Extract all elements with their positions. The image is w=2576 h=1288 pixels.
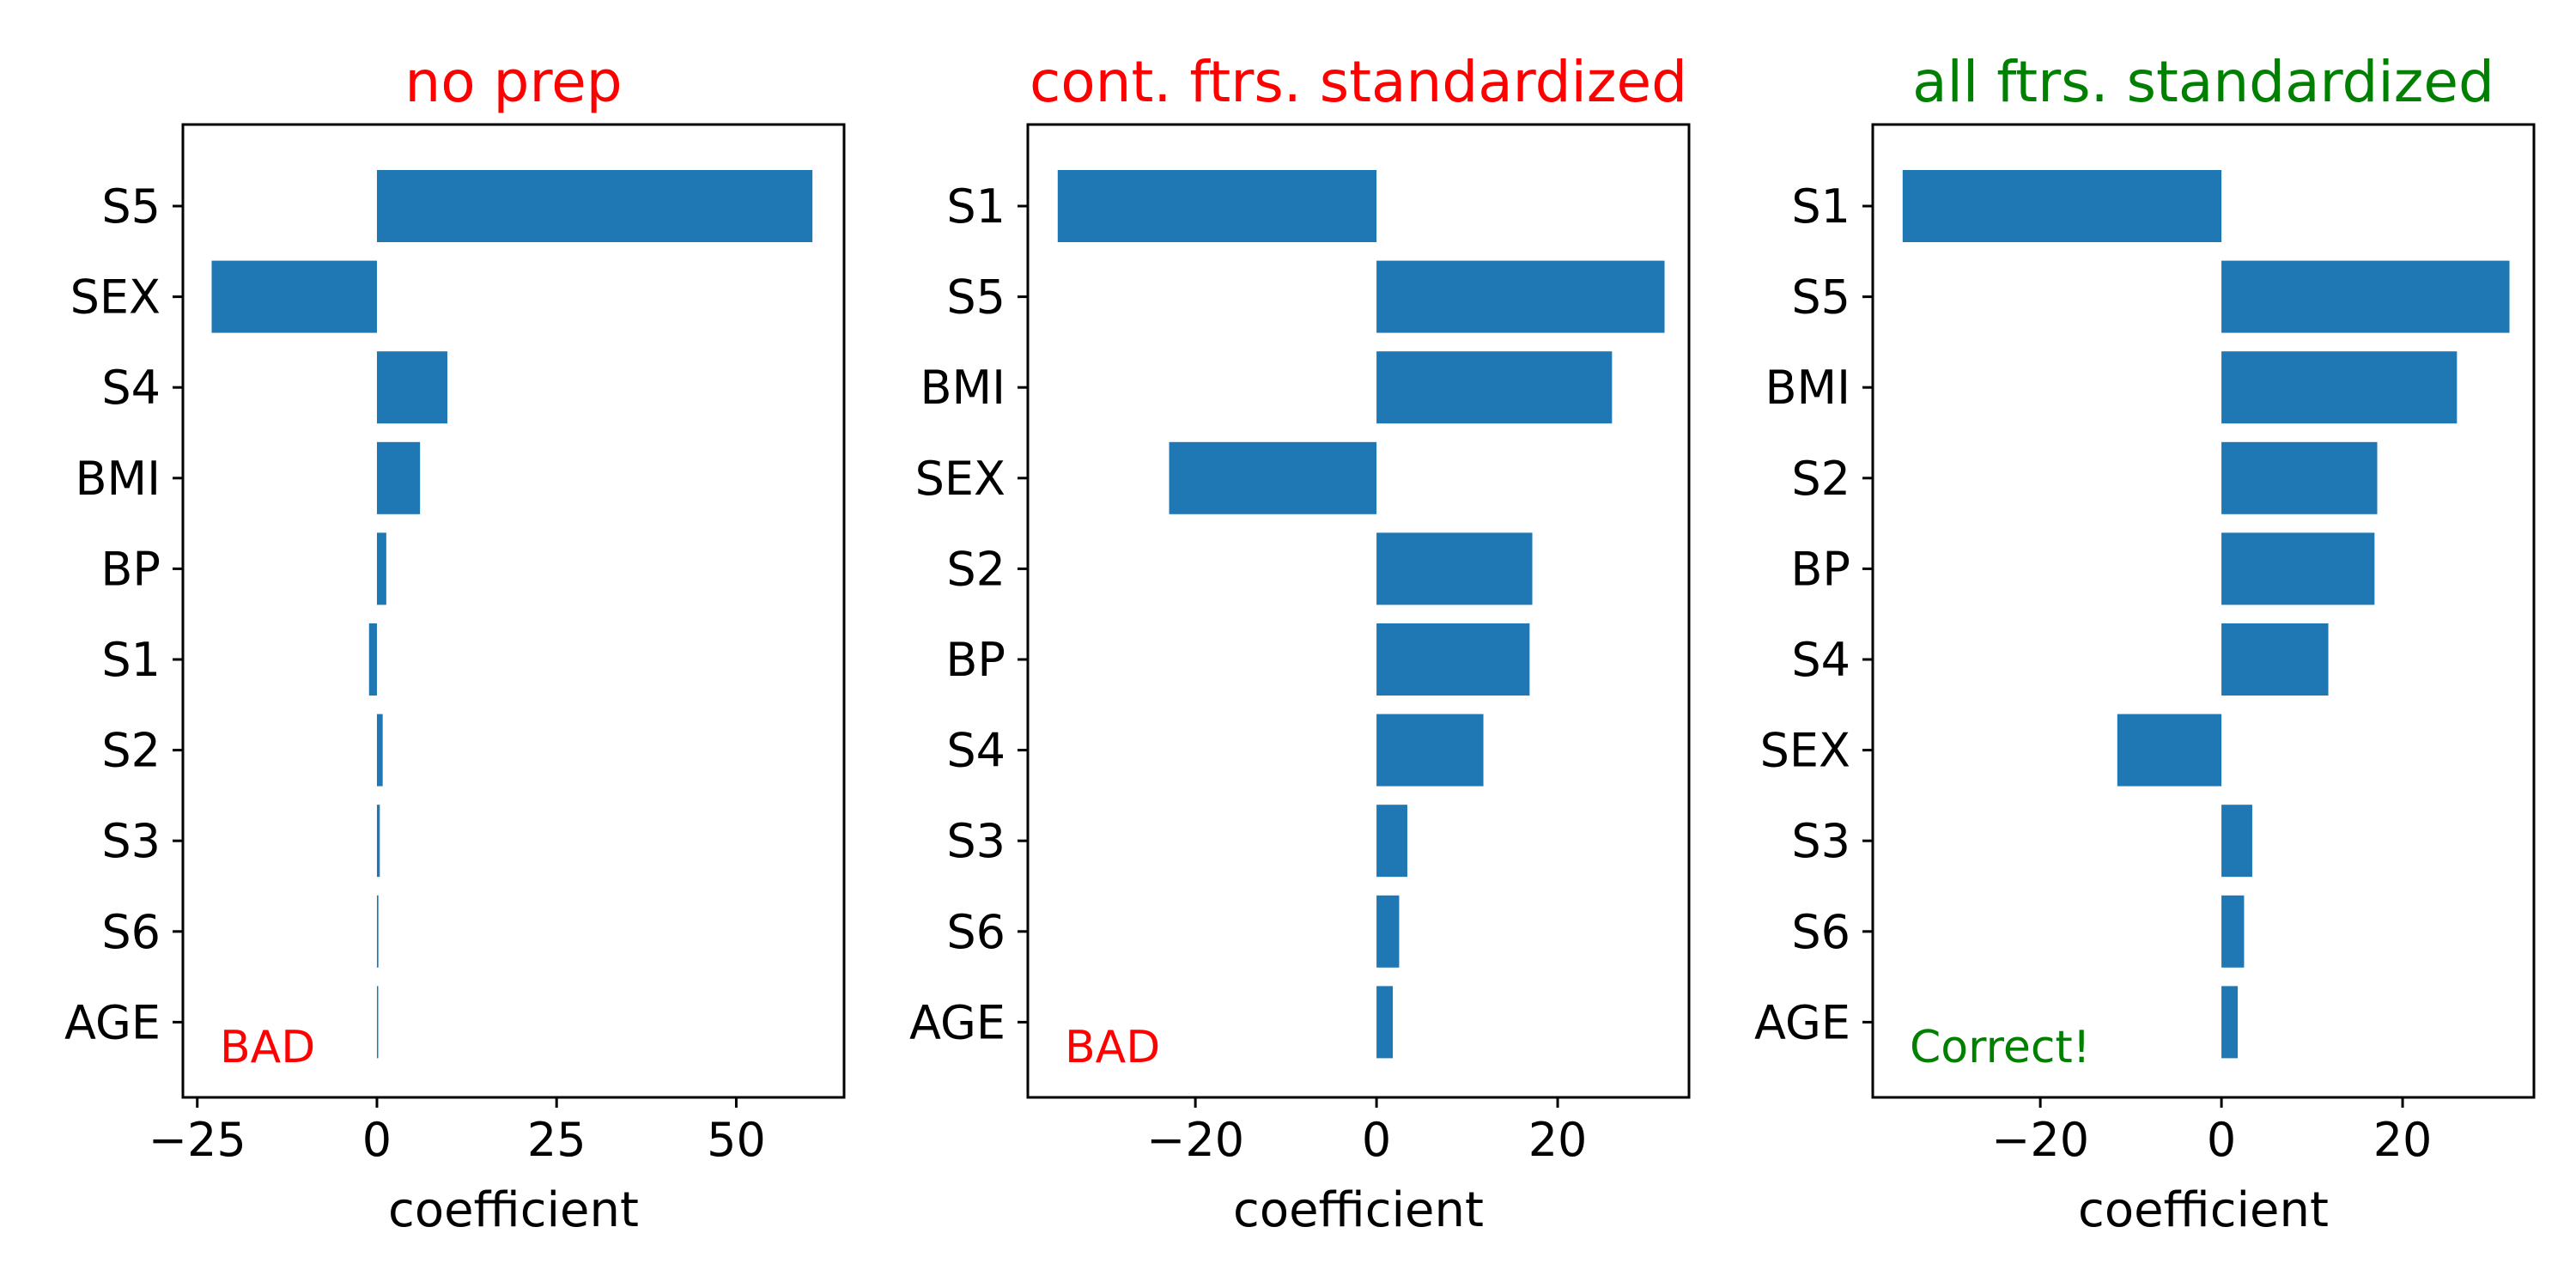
plot-frame bbox=[1871, 123, 2536, 1099]
bar-s5 bbox=[1376, 260, 1665, 333]
bar-bp bbox=[2221, 532, 2375, 605]
y-tick-label: S4 bbox=[946, 724, 1005, 778]
bar-s4 bbox=[1376, 714, 1484, 787]
bar-s2 bbox=[2221, 441, 2378, 514]
bar-bmi bbox=[376, 441, 421, 514]
y-tick-label: BP bbox=[1790, 542, 1850, 596]
y-tick-label: SEX bbox=[70, 270, 161, 325]
chart-title: no prep bbox=[404, 49, 622, 115]
bar-bmi bbox=[1376, 351, 1613, 424]
y-tick-label: S6 bbox=[946, 905, 1005, 959]
bar-age bbox=[376, 986, 379, 1059]
bar-s4 bbox=[376, 351, 447, 424]
x-axis-label: coefficient bbox=[388, 1182, 639, 1238]
plot-frame bbox=[1026, 123, 1691, 1099]
y-tick-label: BMI bbox=[1765, 361, 1850, 415]
plot-frame bbox=[181, 123, 846, 1099]
x-tick-label: 0 bbox=[2207, 1113, 2236, 1167]
y-tick-label: BMI bbox=[75, 452, 161, 506]
y-tick-label: S3 bbox=[1791, 814, 1850, 868]
y-tick-label: S1 bbox=[1791, 179, 1850, 234]
chart-title: cont. ftrs. standardized bbox=[1030, 49, 1687, 115]
x-tick-label: 0 bbox=[362, 1113, 392, 1167]
y-tick-label: AGE bbox=[1754, 995, 1850, 1049]
y-tick-label: S2 bbox=[946, 542, 1005, 596]
y-tick-label: S1 bbox=[946, 179, 1005, 234]
y-tick-label: SEX bbox=[915, 452, 1005, 506]
y-tick-label: S2 bbox=[101, 724, 161, 778]
annotation-label: BAD bbox=[220, 1022, 315, 1073]
y-tick-label: S5 bbox=[946, 270, 1005, 325]
bar-s1 bbox=[1057, 170, 1377, 242]
y-tick-label: S4 bbox=[101, 361, 161, 415]
y-tick-label: S4 bbox=[1791, 633, 1850, 687]
y-tick-label: BP bbox=[945, 633, 1005, 687]
y-tick-label: BMI bbox=[920, 361, 1005, 415]
chart-panel-3: S1 S5 BMI S2 BP S4 SEX S3 S6 AGE −20 0 20 all ftrs. s… bbox=[1754, 49, 2536, 1238]
y-tick-label: S1 bbox=[101, 633, 161, 687]
x-axis-label: coefficient bbox=[1233, 1182, 1484, 1238]
y-tick-label: S5 bbox=[101, 179, 161, 234]
bar-bp bbox=[1376, 623, 1530, 696]
x-tick-label: 50 bbox=[707, 1113, 766, 1167]
x-tick-label: −25 bbox=[149, 1113, 246, 1167]
y-tick-label: AGE bbox=[64, 995, 161, 1049]
y-tick-label: BP bbox=[100, 542, 161, 596]
x-tick-label: −20 bbox=[1146, 1113, 1244, 1167]
bar-s6 bbox=[376, 895, 379, 968]
y-tick-label: S3 bbox=[946, 814, 1005, 868]
bar-sex bbox=[2117, 714, 2222, 787]
x-tick-label: 25 bbox=[527, 1113, 586, 1167]
bar-age bbox=[2221, 986, 2239, 1059]
bar-sex bbox=[1169, 441, 1377, 514]
bar-s3 bbox=[1376, 805, 1407, 878]
bar-s1 bbox=[1902, 170, 2222, 242]
bar-s6 bbox=[1376, 895, 1400, 968]
bar-s2 bbox=[376, 714, 383, 787]
chart-title: all ftrs. standardized bbox=[1912, 49, 2494, 115]
y-tick-label: S5 bbox=[1791, 270, 1850, 325]
y-tick-label: AGE bbox=[909, 995, 1005, 1049]
y-tick-label: S3 bbox=[101, 814, 161, 868]
annotation-label: Correct! bbox=[1910, 1022, 2091, 1073]
bar-s3 bbox=[376, 805, 380, 878]
bar-bmi bbox=[2221, 351, 2458, 424]
bar-s5 bbox=[2221, 260, 2510, 333]
bar-s2 bbox=[1376, 532, 1533, 605]
chart-panel-2: S1 S5 BMI SEX S2 BP S4 S3 S6 AGE −20 0 20 cont. ftrs.… bbox=[909, 49, 1691, 1238]
chart-panel-1: S5 SEX S4 BMI BP S1 S2 S3 S6 AGE −25 0 25 50 no prep co… bbox=[64, 49, 846, 1238]
bar-s5 bbox=[376, 170, 813, 242]
bar-s6 bbox=[2221, 895, 2245, 968]
y-tick-label: S6 bbox=[1791, 905, 1850, 959]
bar-s3 bbox=[2221, 805, 2252, 878]
y-tick-label: S2 bbox=[1791, 452, 1850, 506]
bar-sex bbox=[211, 260, 377, 333]
bar-bp bbox=[376, 532, 386, 605]
annotation-label: BAD bbox=[1065, 1022, 1160, 1073]
x-tick-label: 0 bbox=[1362, 1113, 1391, 1167]
x-tick-label: −20 bbox=[1991, 1113, 2089, 1167]
bar-s4 bbox=[2221, 623, 2329, 696]
x-tick-label: 20 bbox=[1528, 1113, 1588, 1167]
y-tick-label: SEX bbox=[1760, 724, 1850, 778]
bar-age bbox=[1376, 986, 1394, 1059]
x-axis-label: coefficient bbox=[2078, 1182, 2329, 1238]
bar-s1 bbox=[368, 623, 377, 696]
x-tick-label: 20 bbox=[2373, 1113, 2433, 1167]
y-tick-label: S6 bbox=[101, 905, 161, 959]
